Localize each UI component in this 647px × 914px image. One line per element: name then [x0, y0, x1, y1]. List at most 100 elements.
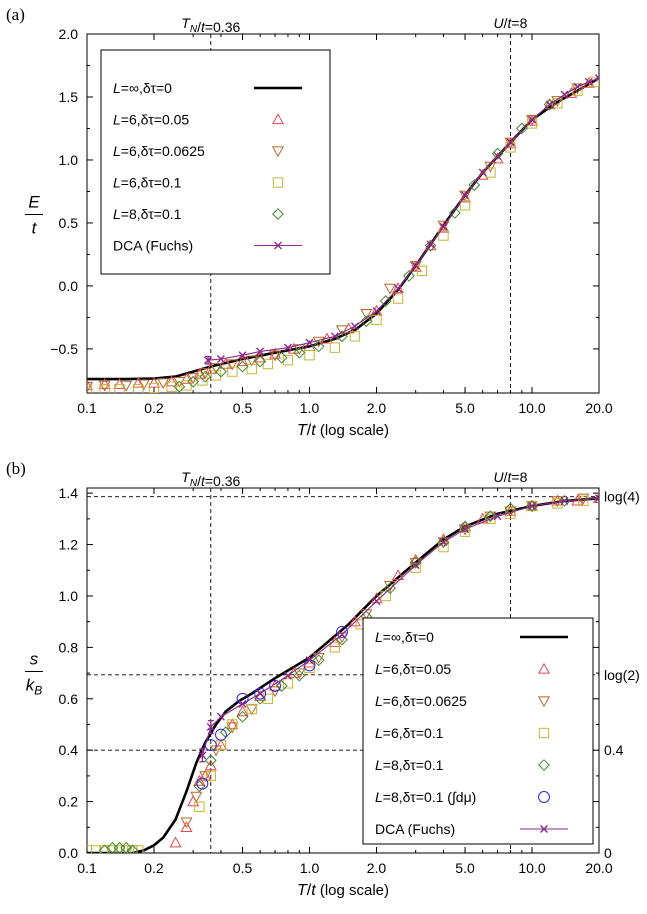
data-point-l-6-0-05: [424, 239, 437, 251]
data-point-l-8-0-1: [409, 556, 422, 569]
legend-entry-l-8-0-1: L=8,δτ=0.1: [375, 757, 550, 773]
legend-entry-l-6-0-05: L=6,δτ=0.05: [375, 661, 551, 677]
data-point-l-6-0-05: [437, 221, 450, 233]
data-point-l-8-0-1: [204, 754, 217, 767]
data-point-l-8-0-1: [312, 340, 325, 353]
legend-label: L=8,δτ=0.1 (∫dμ): [375, 789, 476, 805]
data-point-l-6-0-1: [371, 314, 382, 326]
data-point-l-6-0-0625: [157, 378, 170, 390]
legend-entry-l-6-0-1: L=6,δτ=0.1: [113, 175, 284, 191]
data-point-l-8-0-1: [312, 654, 325, 667]
data-point-dca-fuchs: [439, 222, 448, 231]
data-point-l-6-0-1: [552, 98, 563, 109]
data-point-l-8-0-1: [215, 365, 227, 378]
data-point-l-6-0-1: [246, 703, 257, 715]
data-point-l-6-0-1: [349, 331, 361, 342]
data-point-l-8-0-1: [126, 844, 139, 853]
y-tick-label: 0.8: [59, 639, 79, 655]
series-dca-fuchs: [204, 74, 599, 365]
data-point-l-6-0-0625: [98, 380, 111, 392]
data-point-l-6-0-1: [578, 495, 589, 507]
data-point-l-6-0-1: [392, 293, 404, 304]
data-point-dca-fuchs: [461, 191, 470, 200]
panel-a: (a) TN/t=0.36 U/t=8 0.1 0.2 0.5 1.0 2.0 5.0 10.0 2…: [6, 5, 613, 439]
plot-frame: [86, 487, 600, 854]
data-point-l-6-0-05: [180, 821, 193, 832]
data-point-l-6-0-05: [236, 705, 249, 717]
data-point-dca-fuchs: [216, 354, 225, 363]
data-point-dca-fuchs: [545, 100, 554, 109]
data-point-l-8-0-1: [360, 315, 373, 328]
data-point-l-6-0-1: [87, 385, 93, 393]
data-point-l-6-0-05: [132, 376, 145, 388]
data-point-l-6-0-05: [147, 376, 161, 388]
data-point-dca-fuchs: [256, 347, 265, 356]
legend-box: [362, 617, 594, 845]
data-point-l-8-0-1: [459, 520, 471, 533]
data-point-l-6-0-1: [410, 562, 421, 573]
legend-sample-marker: [274, 241, 282, 250]
legend-entry-dca-fuchs: DCA (Fuchs): [375, 821, 568, 837]
data-point-dca-fuchs: [506, 138, 515, 147]
data-point-l-6-0-0625: [180, 817, 193, 829]
x-tick-label: 0.5: [233, 860, 253, 876]
data-point-l-6-0-1: [282, 355, 294, 366]
data-point-l-6-0-1: [329, 642, 341, 653]
legend-label: L=8,δτ=0.1: [113, 206, 182, 222]
legend-label: L=∞,δτ=0: [375, 629, 434, 645]
right-tick-label: log(2): [604, 667, 640, 683]
legend-entry-l-6-0-1: L=6,δτ=0.1: [375, 725, 550, 741]
data-point-l-6-0-0625: [87, 382, 94, 393]
legend-sample-marker: [271, 113, 285, 125]
x-tick-label: 1.0: [300, 860, 320, 876]
data-point-l-6-0-0625: [437, 220, 450, 232]
annotation-t-n-t-0-36: TN/t=0.36: [181, 469, 240, 489]
data-point-l-6-0-0625: [245, 704, 258, 716]
data-point-dca-fuchs: [560, 90, 569, 99]
data-point-dca-fuchs: [493, 512, 502, 521]
data-point-dca-fuchs: [338, 630, 347, 639]
data-point-l-6-0-0625: [484, 511, 497, 523]
data-point-l-6-0-05: [165, 375, 178, 387]
data-point-dca-fuchs: [461, 525, 470, 534]
x-tick-label: 0.2: [144, 400, 164, 416]
legend-label: L=6,δτ=0.1: [113, 175, 182, 191]
legend-entry-dca-fuchs: DCA (Fuchs): [113, 238, 302, 254]
data-point-l-8-0-1-d: [269, 679, 282, 692]
data-point-l-6-0-1: [416, 265, 428, 276]
y-axis-label: s kB: [25, 650, 43, 698]
x-tick-label: 5.0: [455, 860, 475, 876]
right-tick-label: 0: [604, 845, 612, 861]
panel-label: (a): [6, 5, 25, 24]
data-point-l-6-0-05: [268, 347, 282, 359]
data-point-l-8-0-1: [173, 380, 186, 393]
data-point-dca-fuchs: [478, 168, 487, 177]
data-point-dca-fuchs: [305, 338, 314, 347]
data-point-dca-fuchs: [256, 689, 265, 698]
plot-frame: [86, 33, 600, 394]
data-point-l-6-0-1: [99, 384, 110, 393]
data-point-dca-fuchs: [595, 494, 599, 503]
data-point-l-6-0-0625: [268, 350, 282, 362]
data-point-dca-fuchs: [573, 82, 582, 91]
y-axis-label: Et: [25, 193, 43, 238]
legend-entry-l-6-0-0625: L=6,δτ=0.0625: [375, 693, 551, 709]
legend-sample-marker: [537, 662, 551, 674]
data-point-l-8-0-1: [448, 206, 461, 219]
data-point-l-6-0-0625: [226, 722, 239, 734]
x-tick-label: 20.0: [585, 400, 612, 416]
data-point-dca-fuchs: [560, 496, 569, 505]
svg-text:kB: kB: [26, 676, 43, 698]
data-point-l-8-0-1: [236, 360, 249, 373]
data-point-l-6-0-05: [204, 759, 217, 771]
data-point-l-8-0-1: [193, 780, 206, 793]
data-point-dca-fuchs: [350, 322, 359, 331]
legend-label: L=6,δτ=0.05: [375, 661, 451, 677]
x-tick-label: 20.0: [585, 860, 612, 876]
data-point-dca-fuchs: [528, 501, 537, 510]
y-tick-label: 0.5: [59, 215, 79, 231]
data-point-l-8-0-1-d: [215, 728, 227, 741]
data-point-l-6-0-1: [246, 363, 257, 375]
error-bar: [207, 720, 214, 735]
